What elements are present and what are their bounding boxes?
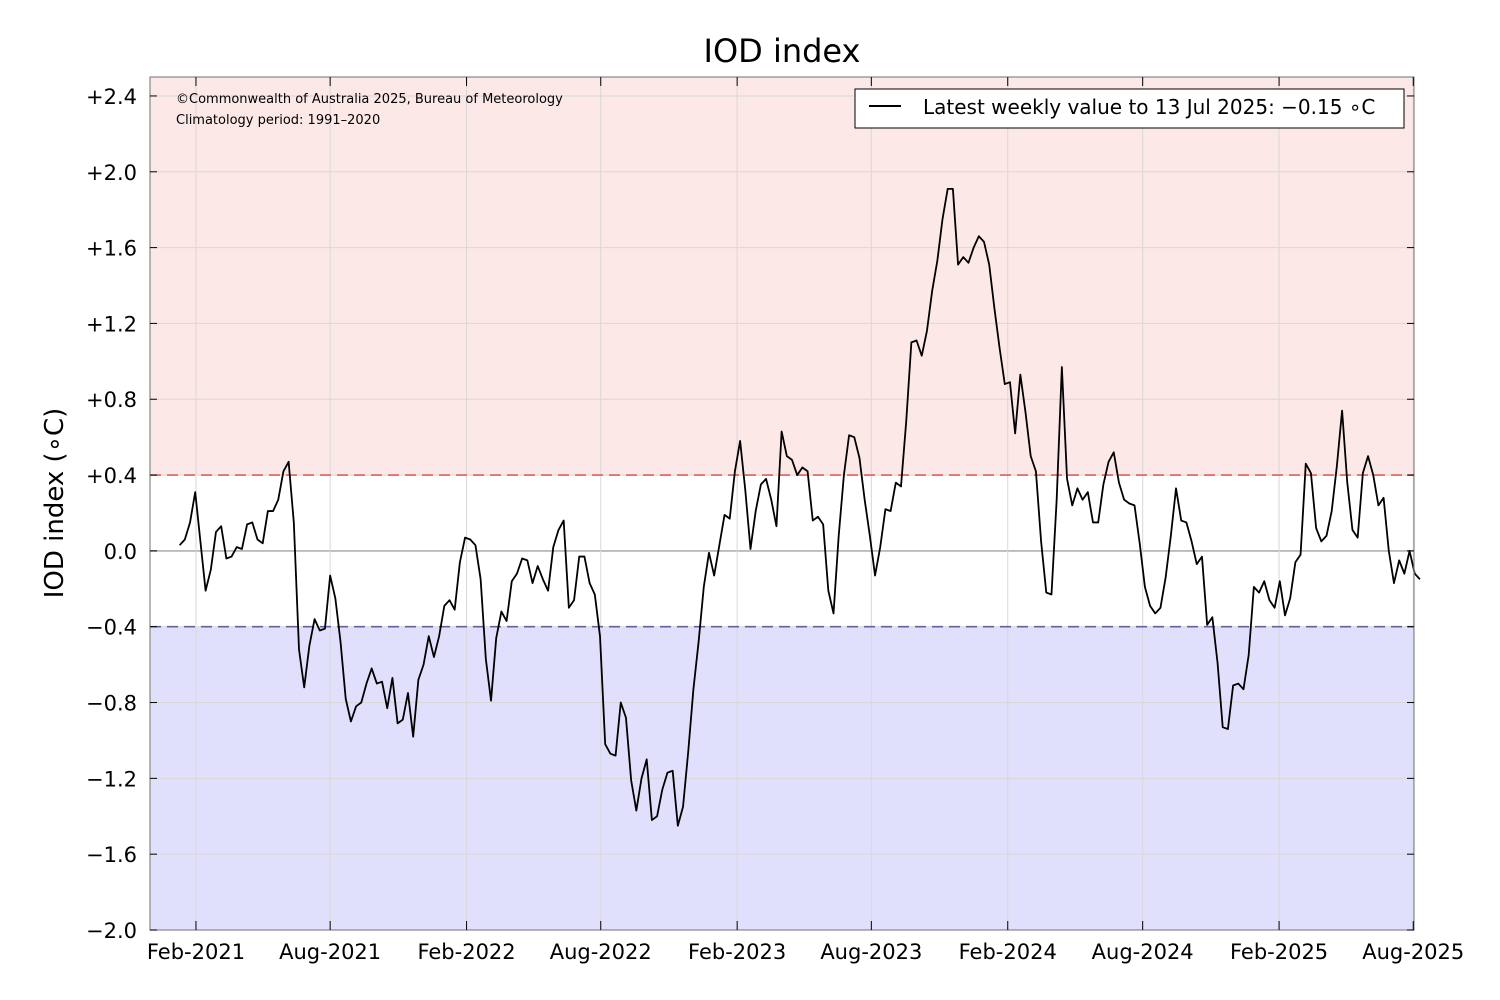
x-tick-label: Feb-2025 [1230, 940, 1328, 964]
y-axis: +2.4 +2.0 +1.6 +1.2 +0.8 +0.4 0.0 −0.4 −0.8 −1.2 −… [86, 85, 1414, 943]
x-tick-label: Aug-2022 [550, 940, 652, 964]
y-tick-label: +1.2 [86, 312, 137, 336]
y-tick-label: +1.6 [86, 237, 137, 261]
x-tick-label: Aug-2023 [820, 940, 922, 964]
y-tick-label: −1.6 [86, 843, 137, 867]
y-tick-label: +2.0 [86, 161, 137, 185]
legend: Latest weekly value to 13 Jul 2025: −0.1… [854, 88, 1405, 129]
x-tick-label: Aug-2021 [279, 940, 381, 964]
x-tick-label: Feb-2024 [959, 940, 1057, 964]
iod-weekly-series-line [178, 187, 1421, 827]
y-tick-label: −0.4 [86, 616, 137, 640]
threshold-lines [150, 474, 1414, 628]
legend-entry-label: Latest weekly value to 13 Jul 2025: −0.1… [923, 95, 1375, 119]
y-axis-label: IOD index (∘C) [40, 408, 70, 599]
y-tick-label: −2.0 [86, 919, 137, 943]
x-tick-label: Feb-2021 [147, 940, 245, 964]
y-tick-label: +2.4 [86, 85, 137, 109]
series-layer [178, 187, 1421, 827]
plot-frame [149, 76, 1415, 931]
legend-box [854, 88, 1405, 129]
y-tick-label: −1.2 [86, 767, 137, 791]
x-tick-label: Feb-2022 [417, 940, 515, 964]
y-tick-label: −0.8 [86, 692, 137, 716]
climatology-note: Climatology period: 1991–2020 [176, 113, 380, 128]
copyright-note: ©Commonwealth of Australia 2025, Bureau … [176, 92, 563, 107]
threshold-zones [150, 77, 1414, 930]
x-tick-label: Feb-2023 [688, 940, 786, 964]
y-tick-label: +0.4 [86, 464, 137, 488]
x-tick-label: Aug-2024 [1092, 940, 1194, 964]
chart-title: IOD index [704, 32, 861, 70]
y-tick-label: 0.0 [104, 540, 137, 564]
x-axis: Feb-2021 Aug-2021 Feb-2022 Aug-2022 Feb-2023… [147, 77, 1464, 964]
x-tick-label: Aug-2025 [1362, 940, 1464, 964]
positive-zone [150, 77, 1414, 476]
y-tick-label: +0.8 [86, 388, 137, 412]
